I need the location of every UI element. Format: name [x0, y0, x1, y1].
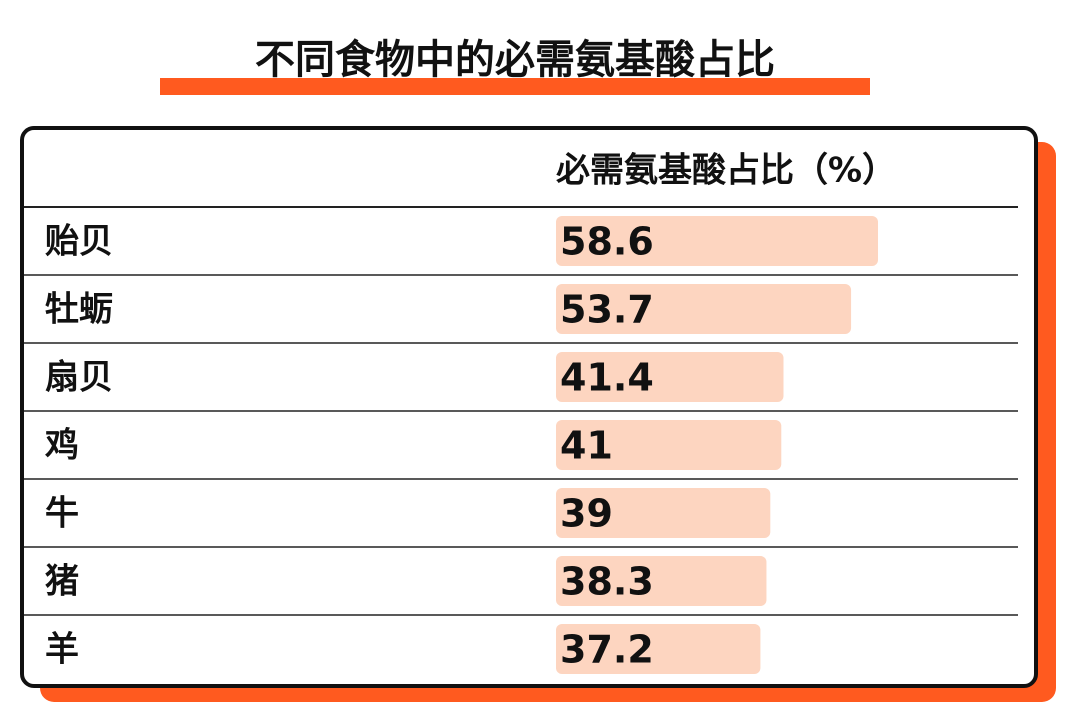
- value-label: 37.2: [560, 628, 654, 672]
- bar: [556, 352, 784, 402]
- card: [20, 126, 1038, 688]
- bar: [556, 624, 761, 674]
- value-label: 58.6: [560, 220, 654, 264]
- value-label: 41.4: [560, 356, 654, 400]
- value-label: 39: [560, 492, 613, 536]
- row-label: 羊: [45, 630, 79, 670]
- row-label: 扇贝: [45, 358, 113, 398]
- bar: [556, 216, 878, 266]
- row-label: 牡蛎: [45, 290, 113, 330]
- bar: [556, 488, 771, 538]
- chart-title: 不同食物中的必需氨基酸占比: [255, 37, 775, 83]
- row-label: 贻贝: [45, 222, 113, 262]
- bar: [556, 420, 782, 470]
- row-label: 牛: [45, 494, 79, 534]
- value-label: 38.3: [560, 560, 654, 604]
- bar: [556, 284, 852, 334]
- row-label: 鸡: [45, 426, 79, 466]
- column-header: 必需氨基酸占比（%）: [556, 151, 896, 191]
- value-label: 41: [560, 424, 613, 468]
- row-label: 猪: [45, 562, 79, 602]
- value-label: 53.7: [560, 288, 654, 332]
- title-underline: [160, 78, 870, 95]
- bar: [556, 556, 767, 606]
